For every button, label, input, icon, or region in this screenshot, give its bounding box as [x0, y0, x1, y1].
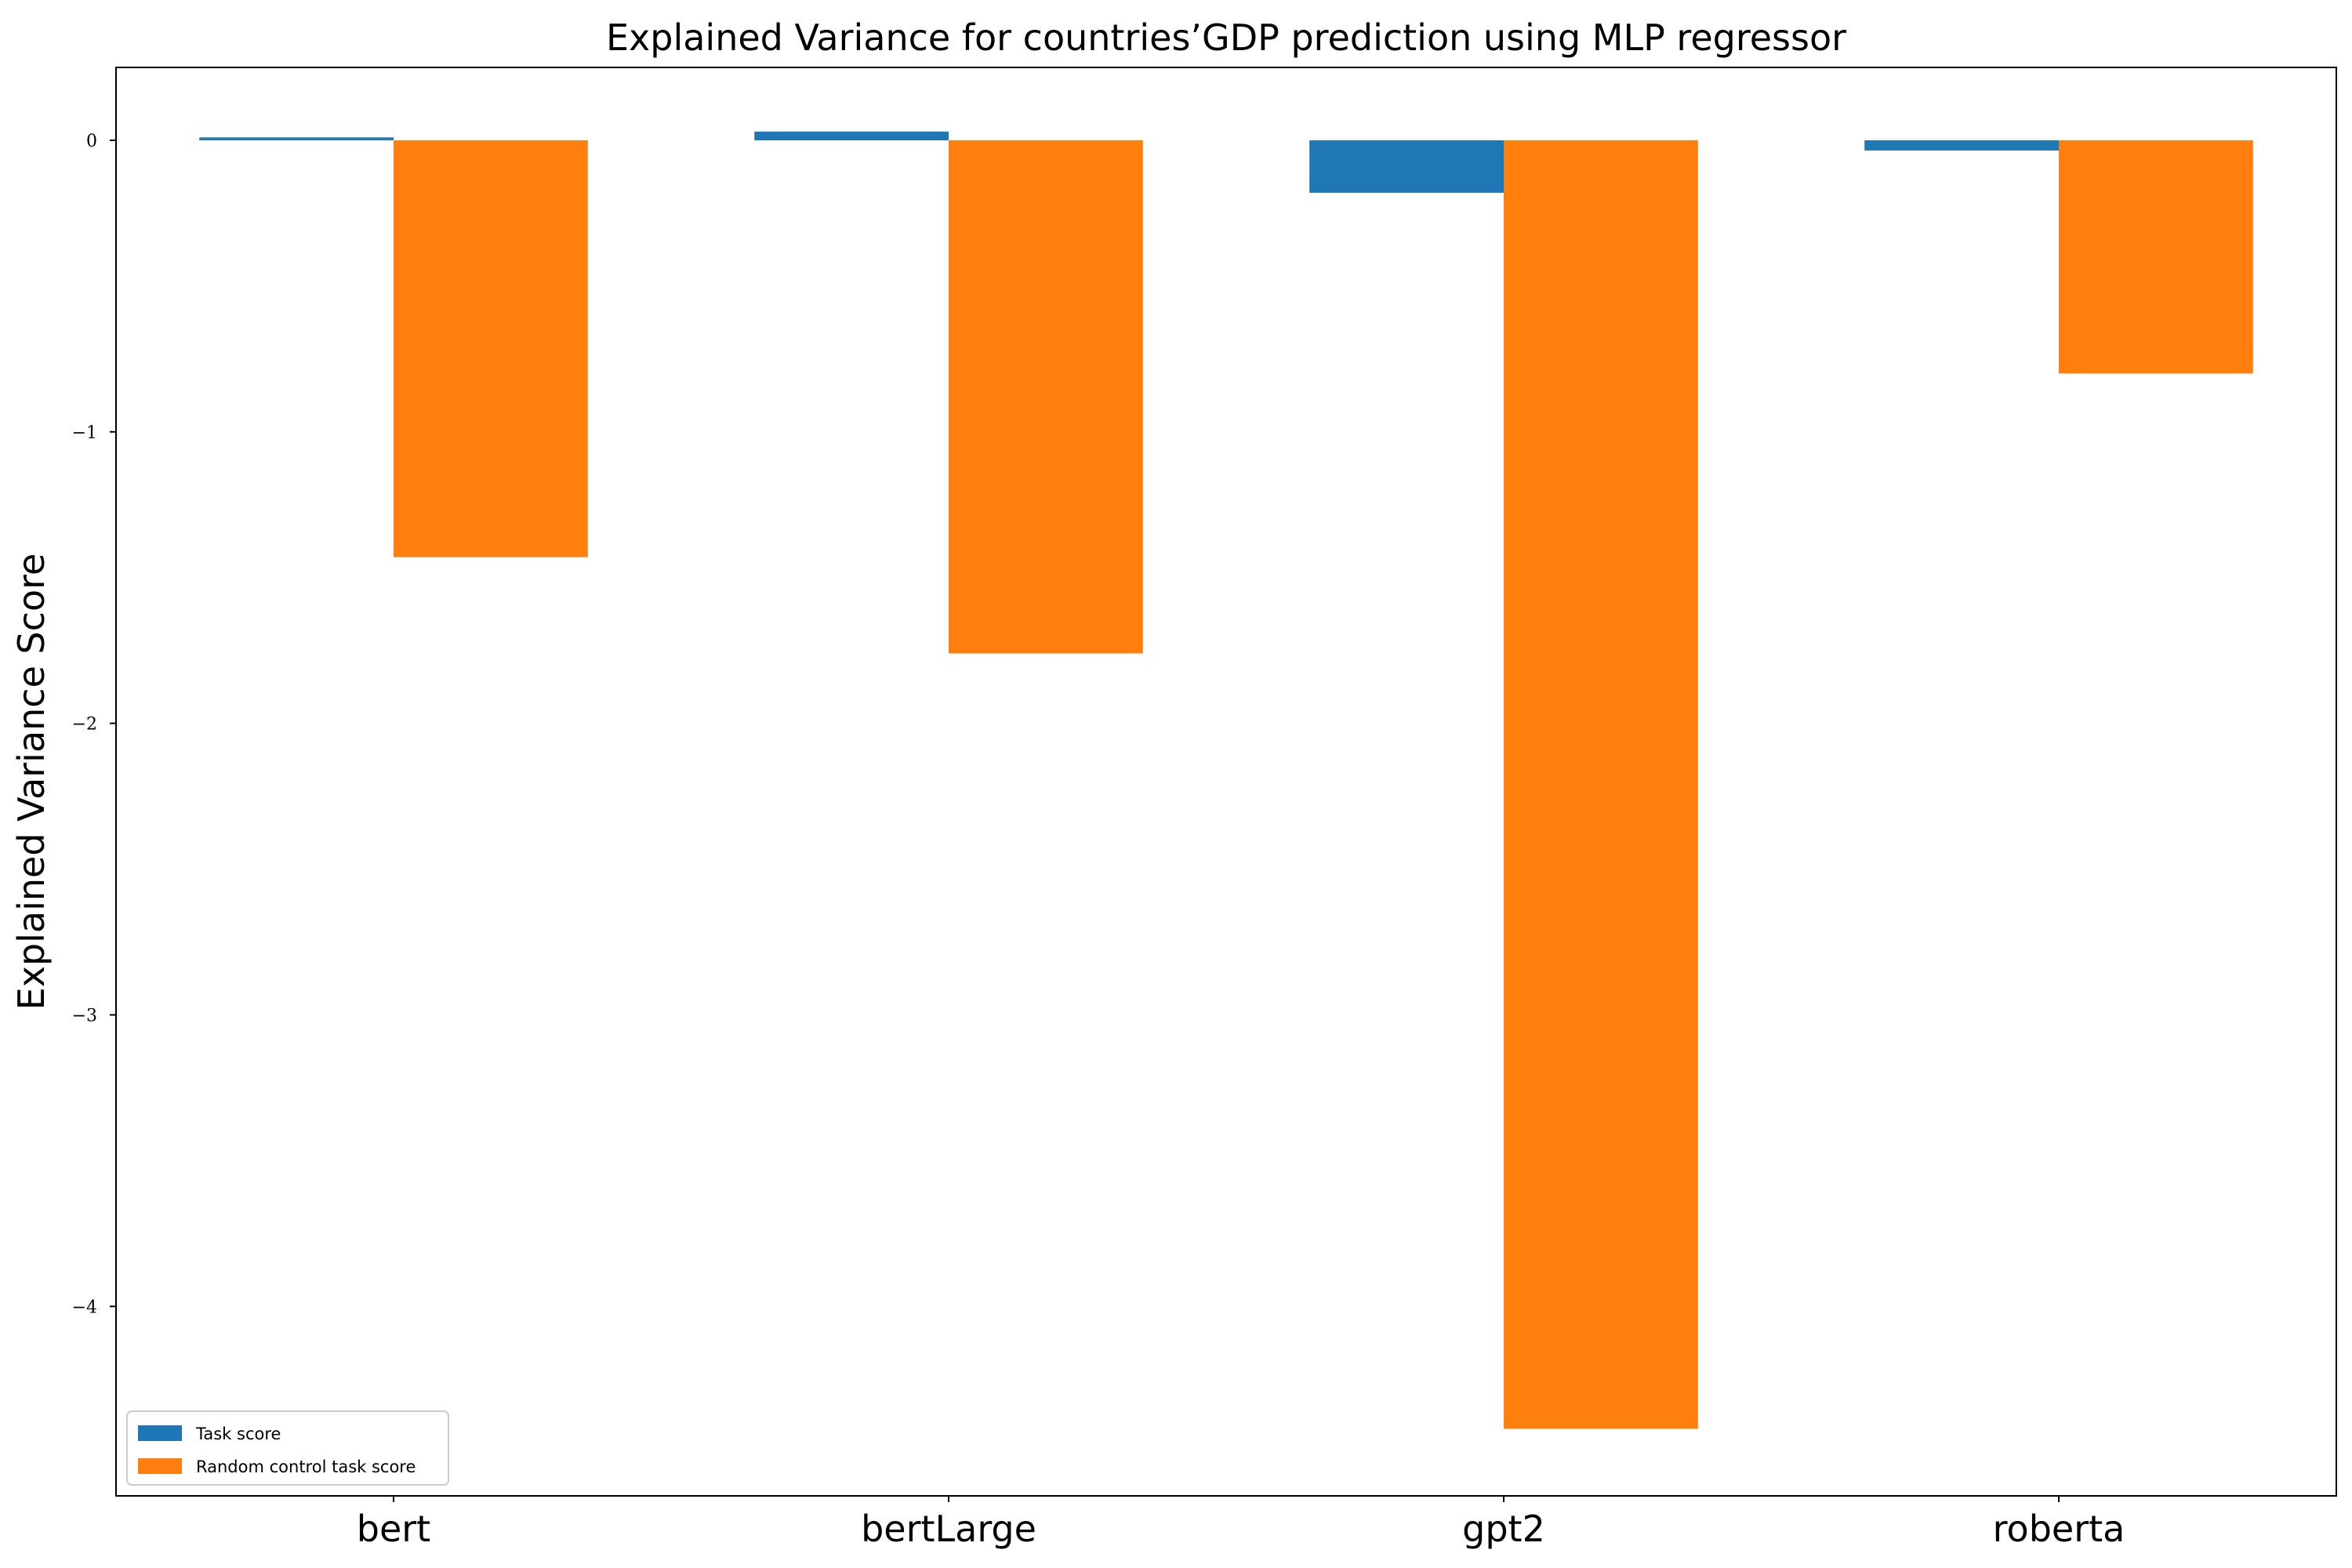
legend-label-random-control-score: Random control task score: [196, 1457, 416, 1476]
bars-layer: [199, 131, 2253, 1429]
bar-bertLarge-task-score: [754, 131, 949, 140]
legend-label-task-score: Task score: [195, 1425, 281, 1443]
y-tick-label: −3: [72, 1006, 97, 1025]
y-tick-label: −4: [72, 1298, 97, 1317]
y-tick-label: −1: [72, 423, 97, 443]
bar-bert-random-control-score: [394, 140, 588, 557]
bar-roberta-random-control-score: [2059, 140, 2253, 374]
x-axis-ticks: bert bertLarge gpt2 roberta: [357, 1496, 2125, 1550]
x-tick-label-roberta: roberta: [1993, 1508, 2125, 1550]
y-tick-label: 0: [86, 132, 97, 151]
bar-gpt2-task-score: [1309, 140, 1504, 193]
bar-roberta-task-score: [1864, 140, 2059, 151]
legend-swatch-random-control-score: [138, 1458, 182, 1474]
x-tick-label-gpt2: gpt2: [1462, 1508, 1545, 1550]
y-axis-ticks: 0 −1 −2 −3 −4: [72, 132, 116, 1317]
bar-gpt2-random-control-score: [1504, 140, 1698, 1429]
legend-swatch-task-score: [138, 1425, 182, 1441]
bar-bert-task-score: [199, 137, 394, 140]
legend-box: [126, 1410, 449, 1486]
plot-frame: [115, 67, 2337, 1497]
x-tick-label-bertLarge: bertLarge: [861, 1508, 1036, 1550]
bar-bertLarge-random-control-score: [949, 140, 1143, 654]
y-tick-label: −2: [72, 715, 97, 735]
chart-title: Explained Variance for countries’GDP pre…: [606, 16, 1846, 59]
y-axis-label: Explained Variance Score: [10, 554, 53, 1011]
x-tick-label-bert: bert: [357, 1508, 430, 1550]
legend: Task score Random control task score: [126, 1410, 449, 1486]
